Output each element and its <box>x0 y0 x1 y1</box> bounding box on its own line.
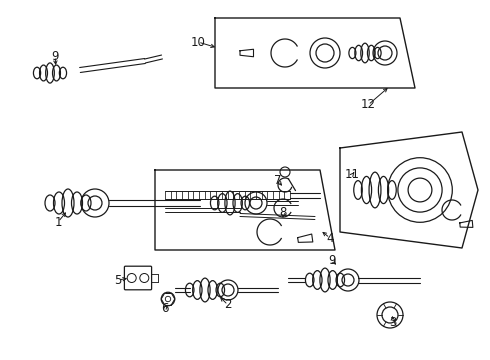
Text: 2: 2 <box>224 298 232 311</box>
Text: 12: 12 <box>361 99 375 112</box>
Text: 10: 10 <box>191 36 205 49</box>
Text: 5: 5 <box>114 274 122 287</box>
Text: 8: 8 <box>279 207 287 220</box>
Text: 11: 11 <box>344 168 360 181</box>
Text: 7: 7 <box>274 175 282 188</box>
Text: 6: 6 <box>161 302 169 315</box>
Text: 3: 3 <box>390 315 397 328</box>
Text: 9: 9 <box>51 49 59 63</box>
Text: 1: 1 <box>54 216 62 229</box>
Text: 9: 9 <box>328 253 336 266</box>
Text: 4: 4 <box>326 231 334 244</box>
